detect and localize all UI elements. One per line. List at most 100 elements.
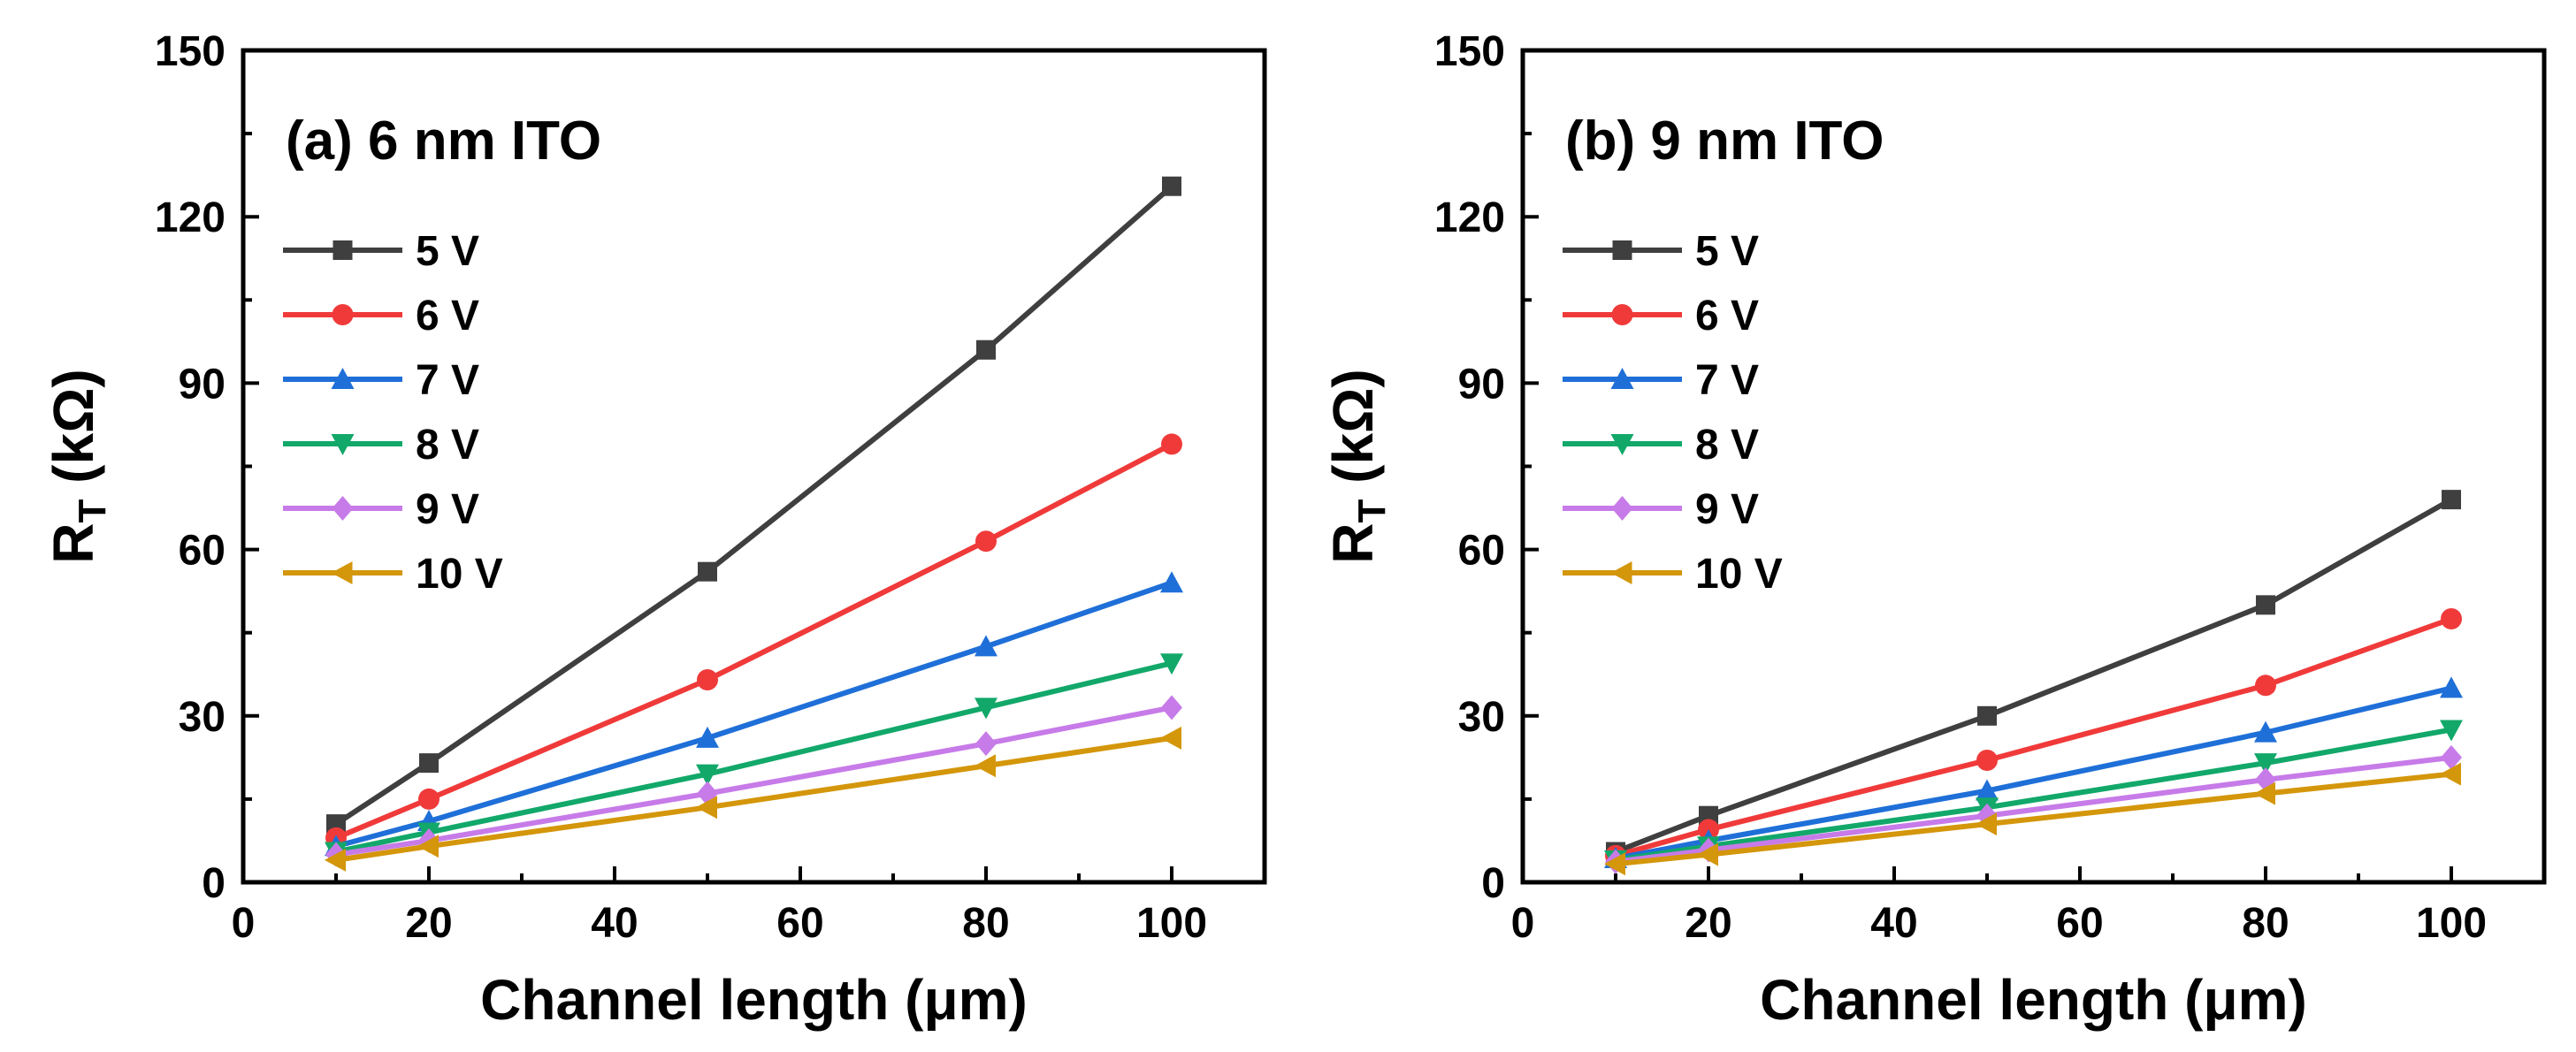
legend-label: 6 V bbox=[1695, 293, 1759, 339]
data-point bbox=[975, 635, 998, 657]
legend-item: 10 V bbox=[1563, 551, 1783, 598]
data-point bbox=[1161, 695, 1182, 720]
series-10v bbox=[325, 726, 1181, 872]
y-tick-label: 30 bbox=[1458, 694, 1505, 741]
data-point bbox=[1160, 653, 1183, 675]
series-8v bbox=[325, 653, 1183, 864]
data-point bbox=[698, 561, 717, 582]
legend-item: 7 V bbox=[1563, 357, 1759, 404]
y-tick-label: 30 bbox=[179, 694, 225, 741]
plot-frame bbox=[241, 48, 1267, 885]
y-tick-label: 150 bbox=[1434, 28, 1505, 75]
data-point bbox=[1161, 433, 1182, 455]
data-point bbox=[696, 726, 719, 748]
data-point bbox=[1160, 571, 1183, 593]
series-5v bbox=[1606, 490, 2461, 862]
data-point bbox=[975, 530, 997, 553]
data-point bbox=[975, 731, 997, 757]
data-point bbox=[1697, 842, 1718, 866]
legend-item: 7 V bbox=[283, 357, 479, 404]
data-point bbox=[1160, 726, 1181, 750]
y-axis-title: RT (kΩ) bbox=[1321, 369, 1394, 563]
data-point bbox=[2440, 720, 2463, 742]
x-tick-label: 20 bbox=[1685, 900, 1731, 947]
legend-label: 9 V bbox=[416, 486, 479, 533]
data-point bbox=[1976, 779, 1999, 801]
y-tick-label: 120 bbox=[155, 194, 225, 241]
legend-label: 8 V bbox=[416, 422, 479, 469]
x-tick-label: 0 bbox=[1511, 900, 1535, 947]
legend-label: 7 V bbox=[1695, 357, 1759, 404]
series-line bbox=[335, 735, 1173, 863]
y-tick-label: 60 bbox=[179, 528, 225, 575]
legend-swatch-marker bbox=[332, 496, 354, 521]
data-point bbox=[2441, 744, 2462, 770]
chart-panel-b: 0 20 40 60 80 100 0 30 60 90 120 150 Channel length … bbox=[1321, 28, 2547, 1032]
x-tick-label: 100 bbox=[2416, 900, 2487, 947]
legend-swatch-marker bbox=[1610, 561, 1632, 584]
data-point bbox=[1976, 749, 1998, 771]
y-axis-title-subscript: T bbox=[1350, 499, 1394, 522]
series-6v bbox=[1605, 608, 2462, 866]
panel-title: (a) 6 nm ITO bbox=[286, 111, 601, 172]
legend-swatch-marker bbox=[331, 561, 353, 584]
data-point bbox=[696, 796, 717, 819]
data-point bbox=[976, 339, 996, 360]
legend-label: 8 V bbox=[1695, 422, 1759, 469]
data-point bbox=[418, 788, 440, 810]
legend-swatch-marker bbox=[1610, 434, 1634, 455]
legend: 5 V 6 V 7 V 8 V 9 V 10 V bbox=[283, 228, 503, 598]
data-point bbox=[2442, 490, 2461, 510]
plot-frame bbox=[1520, 48, 2547, 885]
data-point bbox=[975, 698, 998, 720]
legend-swatch-marker bbox=[333, 240, 353, 260]
legend-label: 5 V bbox=[1695, 228, 1759, 275]
x-tick-label: 100 bbox=[1136, 900, 1207, 947]
legend-item: 8 V bbox=[1563, 422, 1759, 469]
legend-swatch-marker bbox=[1610, 368, 1634, 389]
series-9v bbox=[1605, 744, 2462, 874]
chart-panel-a: 0 20 40 60 80 100 0 30 60 90 120 150 Channel length … bbox=[42, 28, 1267, 1032]
legend-label: 9 V bbox=[1695, 486, 1759, 533]
legend-item: 10 V bbox=[283, 551, 503, 598]
data-point bbox=[325, 848, 346, 872]
legend-label: 7 V bbox=[416, 357, 479, 404]
data-point bbox=[1604, 852, 1625, 876]
data-point bbox=[2254, 753, 2277, 775]
data-point bbox=[696, 764, 719, 786]
x-tick-label: 20 bbox=[405, 900, 452, 947]
data-point bbox=[2256, 595, 2275, 615]
data-point bbox=[697, 669, 718, 691]
x-tick-label: 80 bbox=[962, 900, 1009, 947]
data-point bbox=[1976, 812, 1997, 836]
legend-swatch-marker bbox=[331, 434, 355, 455]
series-line bbox=[335, 705, 1173, 858]
legend-swatch-marker bbox=[1611, 304, 1633, 325]
y-tick-label: 120 bbox=[1434, 194, 1505, 241]
x-tick-label: 40 bbox=[591, 900, 638, 947]
data-point bbox=[2254, 720, 2277, 743]
y-axis-title: RT (kΩ) bbox=[42, 369, 114, 563]
y-tick-label: 90 bbox=[1458, 361, 1505, 408]
data-point bbox=[2440, 762, 2461, 786]
x-axis-title: Channel length (μm) bbox=[480, 968, 1028, 1032]
data-point bbox=[2441, 608, 2462, 630]
legend-label: 5 V bbox=[416, 228, 479, 275]
legend-item: 5 V bbox=[283, 228, 479, 275]
y-tick-label: 0 bbox=[1481, 860, 1505, 907]
y-tick-label: 90 bbox=[179, 361, 225, 408]
series-9v bbox=[325, 695, 1182, 867]
y-axis-title-subscript: T bbox=[71, 499, 114, 522]
series-line bbox=[335, 580, 1173, 850]
legend-label: 10 V bbox=[416, 551, 503, 598]
legend: 5 V 6 V 7 V 8 V 9 V 10 V bbox=[1563, 228, 1783, 598]
data-point bbox=[2440, 676, 2463, 698]
x-axis-title: Channel length (μm) bbox=[1760, 968, 2307, 1032]
legend-item: 6 V bbox=[283, 293, 479, 339]
data-point bbox=[1162, 176, 1181, 196]
x-tick-label: 60 bbox=[776, 900, 823, 947]
data-point bbox=[1977, 705, 1997, 726]
y-axis-title-main: R bbox=[42, 522, 105, 563]
y-tick-label: 150 bbox=[155, 28, 225, 75]
legend-item: 6 V bbox=[1563, 293, 1759, 339]
